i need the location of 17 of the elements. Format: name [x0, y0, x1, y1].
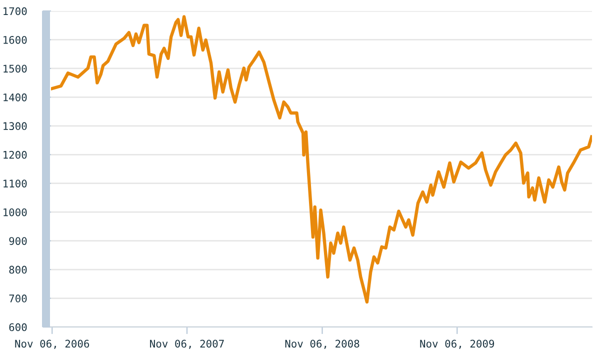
y-tick-label: 600 [9, 323, 27, 332]
x-tick-label: Nov 06, 2006 [15, 340, 90, 349]
x-tick-label: Nov 06, 2008 [285, 340, 360, 349]
y-tick-label: 800 [9, 266, 27, 274]
y-tick-label: 1700 [4, 7, 27, 16]
y-tick-label: 1000 [4, 208, 27, 216]
y-tick-label: 1600 [4, 36, 27, 44]
y-tick-label: 900 [9, 237, 27, 245]
y-tick-label: 1200 [4, 150, 27, 159]
y-tick-label: 1100 [4, 180, 27, 188]
y-tick-label: 1300 [4, 122, 27, 130]
x-tick-label: Nov 06, 2007 [150, 340, 224, 349]
y-tick-label: 1500 [4, 64, 27, 73]
y-tick-label: 1400 [4, 93, 27, 102]
line-series [51, 15, 592, 304]
y-tick-label: 700 [9, 294, 27, 302]
x-tick-label: Nov 06, 2009 [420, 340, 494, 349]
